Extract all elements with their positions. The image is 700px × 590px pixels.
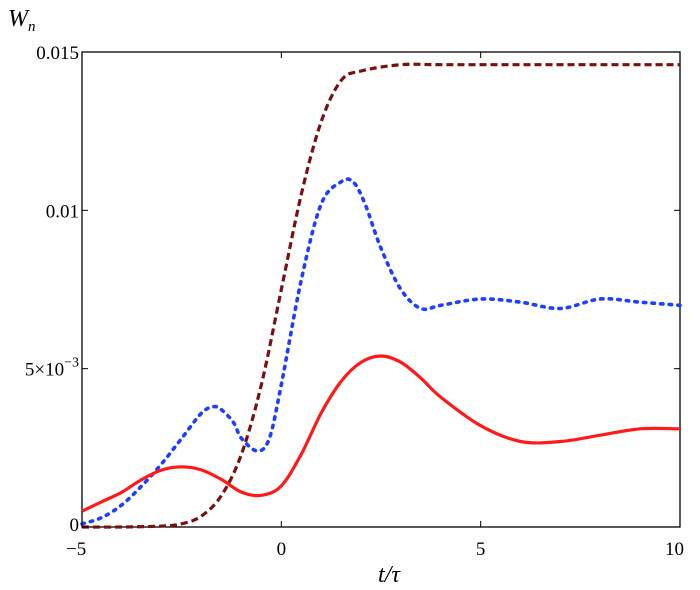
solid-curve bbox=[81, 354, 681, 513]
plot-area-frame bbox=[81, 51, 681, 528]
y-axis-title: Wn bbox=[8, 6, 36, 35]
y-tick-label: 5×10−3 bbox=[25, 356, 79, 381]
y-tick-label: 0.01 bbox=[46, 201, 79, 222]
y-tick-label: 0.015 bbox=[36, 43, 79, 64]
x-tick-label: 5 bbox=[476, 539, 486, 560]
x-axis-title: t/τ bbox=[378, 562, 401, 588]
series-group bbox=[80, 62, 682, 529]
x-tick-label: 0 bbox=[277, 539, 287, 560]
dotted-curve bbox=[80, 177, 682, 526]
x-tick-label: 10 bbox=[665, 539, 684, 560]
x-tick-label: −5 bbox=[66, 539, 86, 560]
dashed-curve bbox=[81, 62, 680, 529]
tick-group bbox=[81, 51, 681, 528]
y-tick-label: 0 bbox=[70, 515, 80, 536]
